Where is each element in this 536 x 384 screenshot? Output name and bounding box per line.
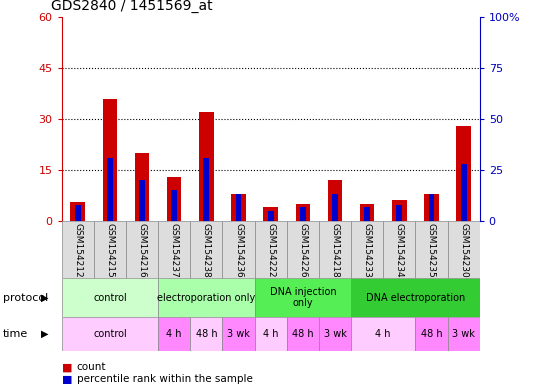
Bar: [319, 317, 351, 351]
Text: 3 wk: 3 wk: [227, 329, 250, 339]
Bar: [461, 164, 466, 221]
Bar: [392, 200, 407, 221]
Bar: [158, 317, 190, 351]
Bar: [429, 194, 434, 221]
Bar: [62, 317, 158, 351]
Text: electroporation only: electroporation only: [157, 293, 256, 303]
Bar: [457, 126, 471, 221]
Text: GSM154238: GSM154238: [202, 223, 211, 277]
Text: percentile rank within the sample: percentile rank within the sample: [77, 374, 252, 384]
Bar: [332, 194, 338, 221]
Bar: [268, 211, 273, 221]
Text: GSM154218: GSM154218: [331, 223, 339, 277]
Bar: [75, 205, 80, 221]
Text: GSM154233: GSM154233: [363, 223, 371, 277]
Bar: [103, 99, 117, 221]
Bar: [383, 221, 415, 278]
Text: GSM154234: GSM154234: [395, 223, 404, 277]
Bar: [62, 278, 158, 317]
Text: 48 h: 48 h: [421, 329, 442, 339]
Text: 4 h: 4 h: [167, 329, 182, 339]
Bar: [126, 221, 158, 278]
Text: GSM154212: GSM154212: [73, 223, 82, 277]
Text: 48 h: 48 h: [196, 329, 217, 339]
Bar: [70, 202, 85, 221]
Bar: [222, 221, 255, 278]
Text: ▶: ▶: [41, 329, 49, 339]
Bar: [364, 207, 370, 221]
Bar: [94, 221, 126, 278]
Bar: [62, 221, 94, 278]
Bar: [232, 194, 245, 221]
Bar: [264, 207, 278, 221]
Bar: [255, 317, 287, 351]
Text: time: time: [3, 329, 28, 339]
Bar: [172, 190, 177, 221]
Text: ■: ■: [62, 374, 72, 384]
Text: 48 h: 48 h: [292, 329, 314, 339]
Text: control: control: [93, 293, 126, 303]
Bar: [236, 194, 241, 221]
Text: GSM154226: GSM154226: [299, 223, 307, 277]
Text: GSM154237: GSM154237: [170, 223, 178, 277]
Text: protocol: protocol: [3, 293, 48, 303]
Text: DNA injection
only: DNA injection only: [270, 287, 336, 308]
Bar: [167, 177, 181, 221]
Bar: [415, 317, 448, 351]
Text: 4 h: 4 h: [376, 329, 391, 339]
Bar: [448, 317, 480, 351]
Bar: [204, 158, 209, 221]
Bar: [287, 221, 319, 278]
Text: GDS2840 / 1451569_at: GDS2840 / 1451569_at: [51, 0, 213, 13]
Bar: [255, 278, 351, 317]
Text: 3 wk: 3 wk: [452, 329, 475, 339]
Bar: [425, 194, 438, 221]
Bar: [296, 204, 310, 221]
Bar: [135, 153, 149, 221]
Text: DNA electroporation: DNA electroporation: [366, 293, 465, 303]
Bar: [415, 221, 448, 278]
Bar: [300, 207, 306, 221]
Bar: [448, 221, 480, 278]
Bar: [351, 317, 415, 351]
Bar: [158, 221, 190, 278]
Bar: [190, 317, 222, 351]
Bar: [319, 221, 351, 278]
Text: GSM154216: GSM154216: [138, 223, 146, 277]
Text: GSM154215: GSM154215: [106, 223, 114, 277]
Bar: [351, 278, 480, 317]
Text: GSM154222: GSM154222: [266, 223, 275, 277]
Text: GSM154236: GSM154236: [234, 223, 243, 277]
Text: GSM154235: GSM154235: [427, 223, 436, 277]
Bar: [360, 204, 375, 221]
Text: 4 h: 4 h: [263, 329, 278, 339]
Bar: [139, 180, 145, 221]
Bar: [328, 180, 342, 221]
Bar: [107, 158, 113, 221]
Bar: [158, 278, 255, 317]
Bar: [190, 221, 222, 278]
Text: ■: ■: [62, 362, 72, 372]
Text: GSM154230: GSM154230: [459, 223, 468, 277]
Text: control: control: [93, 329, 126, 339]
Bar: [222, 317, 255, 351]
Bar: [255, 221, 287, 278]
Bar: [397, 205, 402, 221]
Text: ▶: ▶: [41, 293, 49, 303]
Text: 3 wk: 3 wk: [324, 329, 346, 339]
Bar: [351, 221, 383, 278]
Text: count: count: [77, 362, 106, 372]
Bar: [199, 112, 213, 221]
Bar: [287, 317, 319, 351]
